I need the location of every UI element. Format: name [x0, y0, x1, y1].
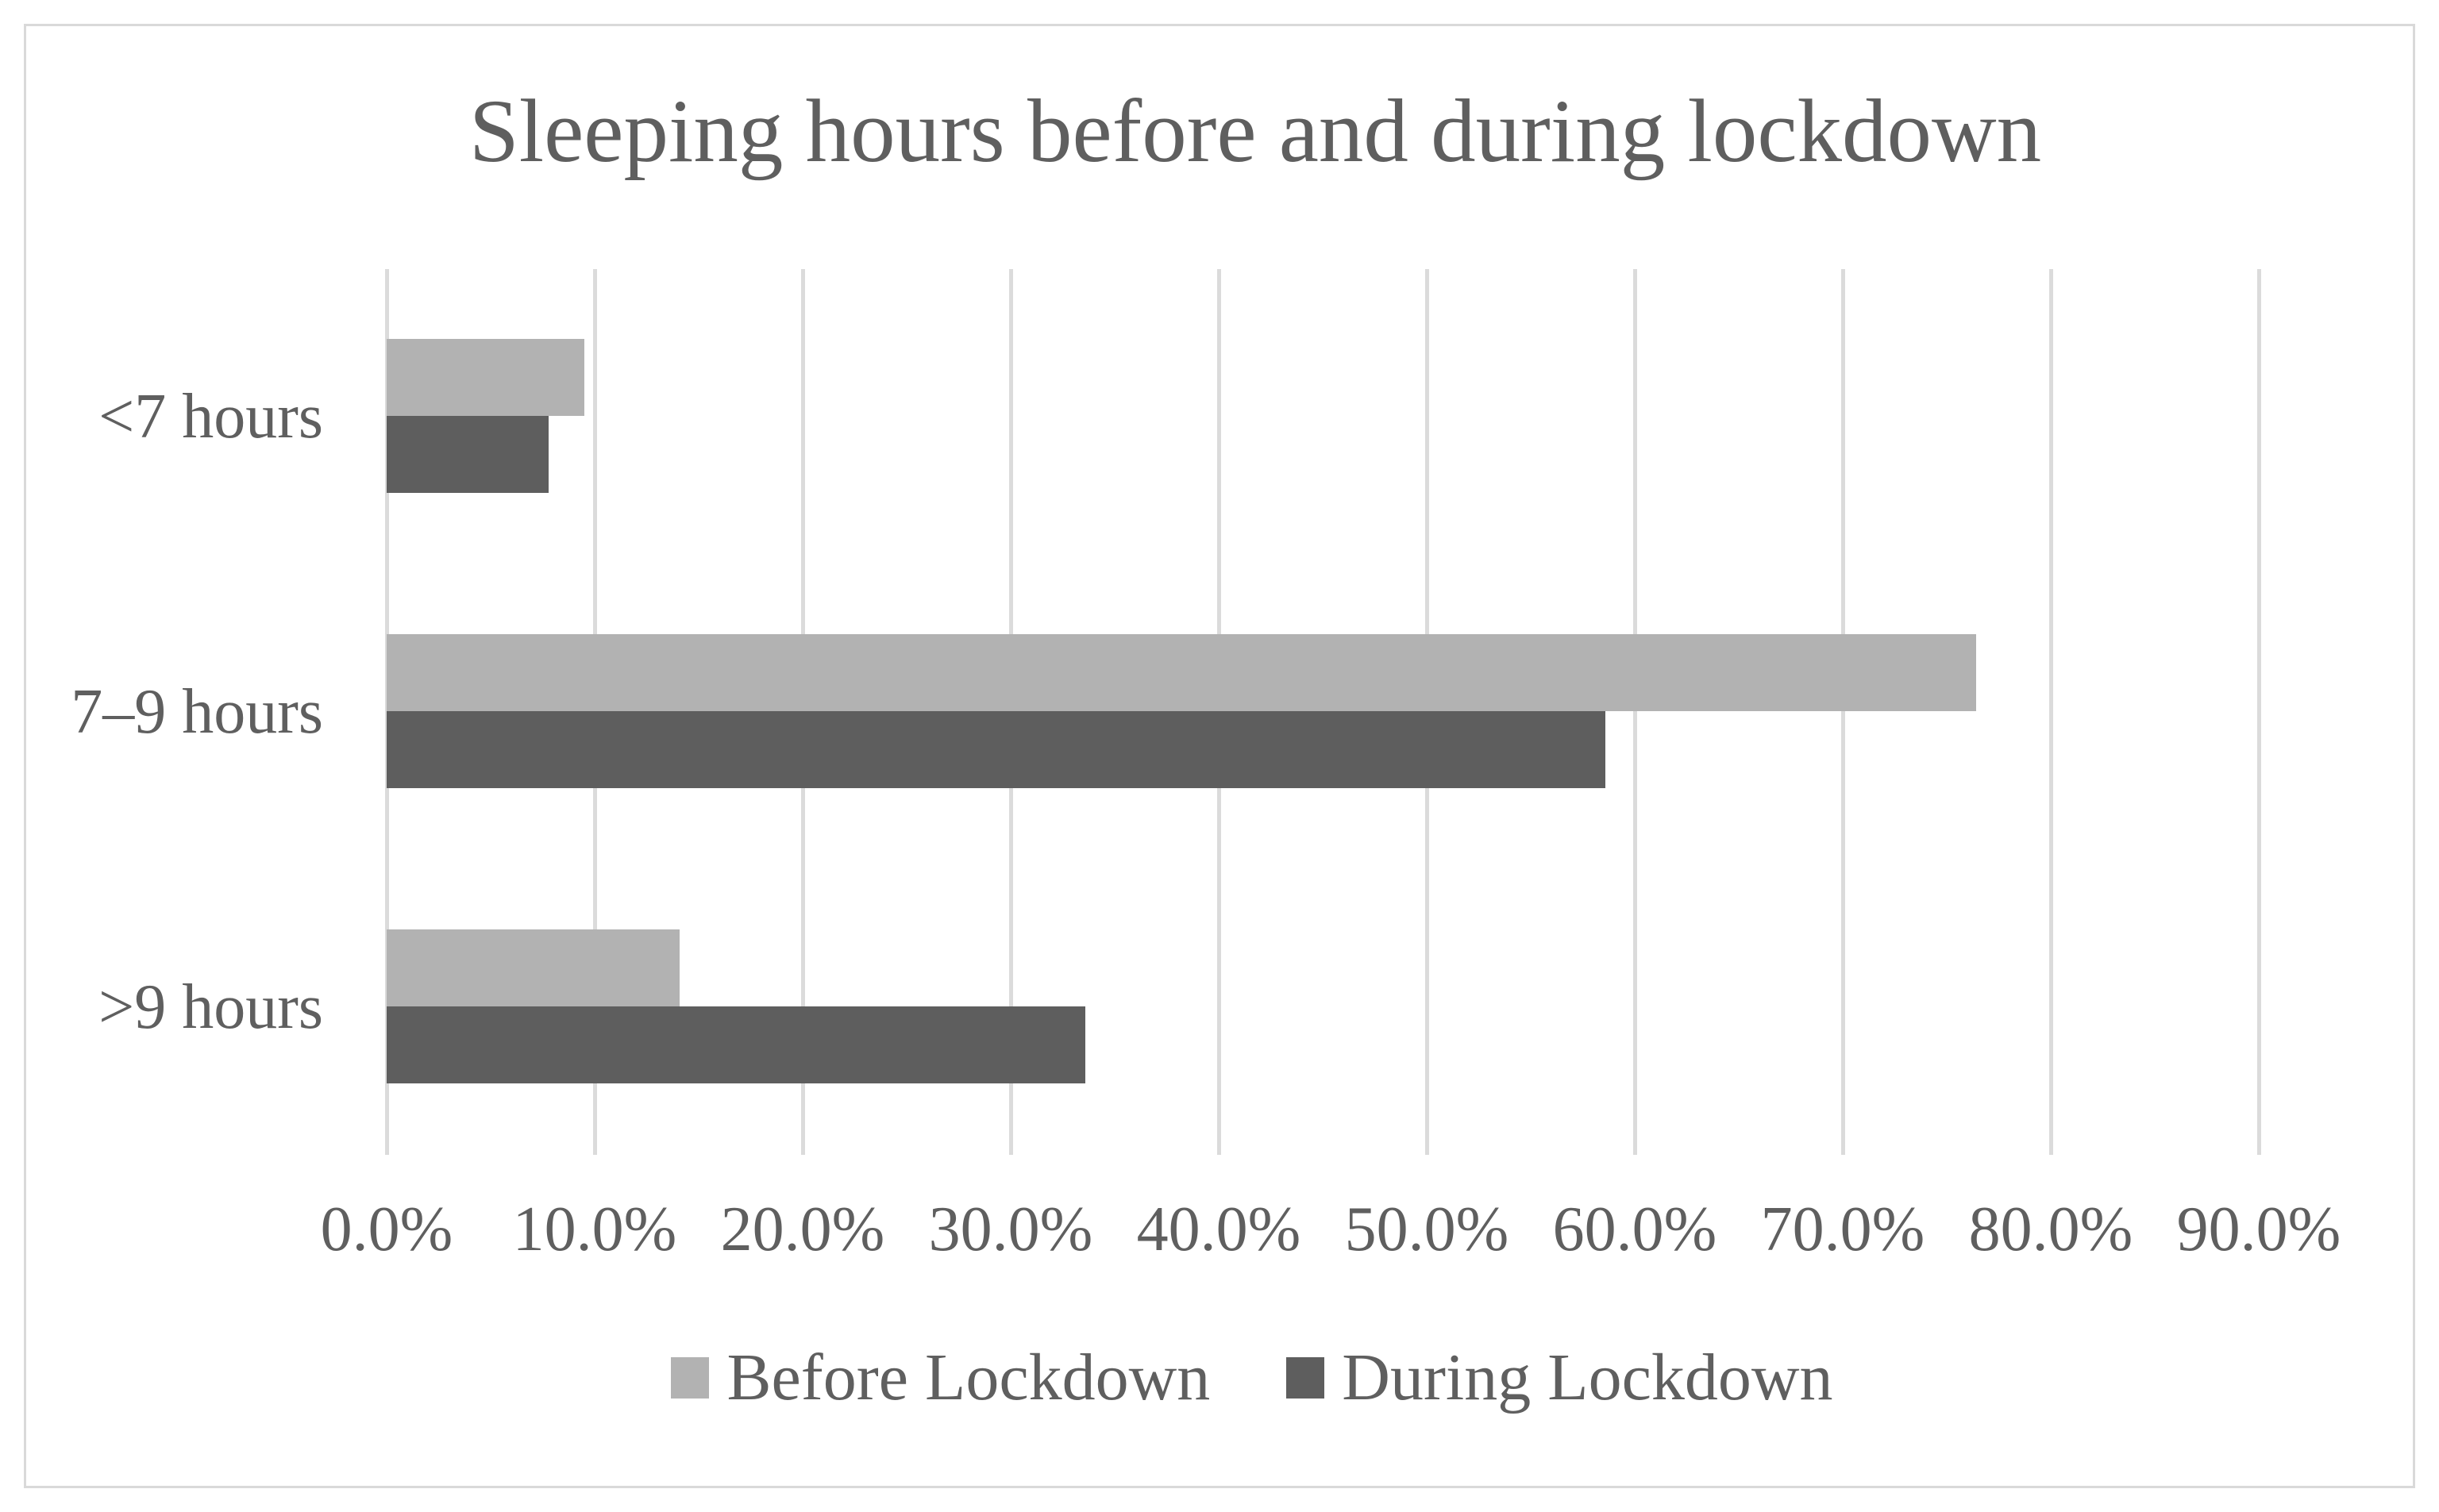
category-label-7-hours: <7 hours	[98, 382, 323, 452]
legend: Before Lockdown During Lockdown	[33, 1338, 2439, 1418]
tick-label-90-0: 90.0%	[2176, 1195, 2341, 1264]
legend-marker-before-lockdown	[671, 1357, 710, 1399]
tick-label-50-0: 50.0%	[1344, 1195, 1509, 1264]
bar-during-lockdown-7-9-hours	[387, 711, 1606, 788]
tick-label-60-0: 60.0%	[1552, 1195, 1717, 1264]
gridline-60-0	[1632, 269, 1637, 1155]
tick-label-40-0: 40.0%	[1136, 1195, 1301, 1264]
plot-area	[384, 269, 2261, 1155]
legend-item-before-lockdown: Before Lockdown	[671, 1345, 1210, 1411]
gridline-70-0	[1840, 269, 1845, 1155]
bar-before-lockdown-7-hours	[387, 339, 584, 416]
tick-label-30-0: 30.0%	[928, 1195, 1093, 1264]
tick-label-0-0: 0.0%	[320, 1195, 453, 1264]
legend-item-during-lockdown: During Lockdown	[1286, 1341, 1833, 1414]
category-label-9-hours: >9 hours	[98, 972, 323, 1042]
tick-label-10-0: 10.0%	[512, 1195, 677, 1264]
bar-during-lockdown-9-hours	[387, 1006, 1086, 1083]
legend-marker-during-lockdown	[1286, 1357, 1325, 1399]
category-label-7-9-hours: 7–9 hours	[71, 677, 323, 747]
bar-during-lockdown-7-hours	[387, 416, 549, 493]
tick-label-20-0: 20.0%	[720, 1195, 885, 1264]
bar-before-lockdown-9-hours	[387, 929, 680, 1006]
tick-label-70-0: 70.0%	[1760, 1195, 1925, 1264]
tick-label-80-0: 80.0%	[1968, 1195, 2133, 1264]
gridline-80-0	[2048, 269, 2053, 1155]
gridline-90-0	[2256, 269, 2261, 1155]
chart-title: Sleeping hours before and during lockdow…	[468, 82, 2042, 181]
bar-before-lockdown-7-9-hours	[387, 634, 1976, 711]
legend-label-during-lockdown: During Lockdown	[1342, 1341, 1833, 1414]
legend-label-before-lockdown: Before Lockdown	[726, 1341, 1211, 1414]
